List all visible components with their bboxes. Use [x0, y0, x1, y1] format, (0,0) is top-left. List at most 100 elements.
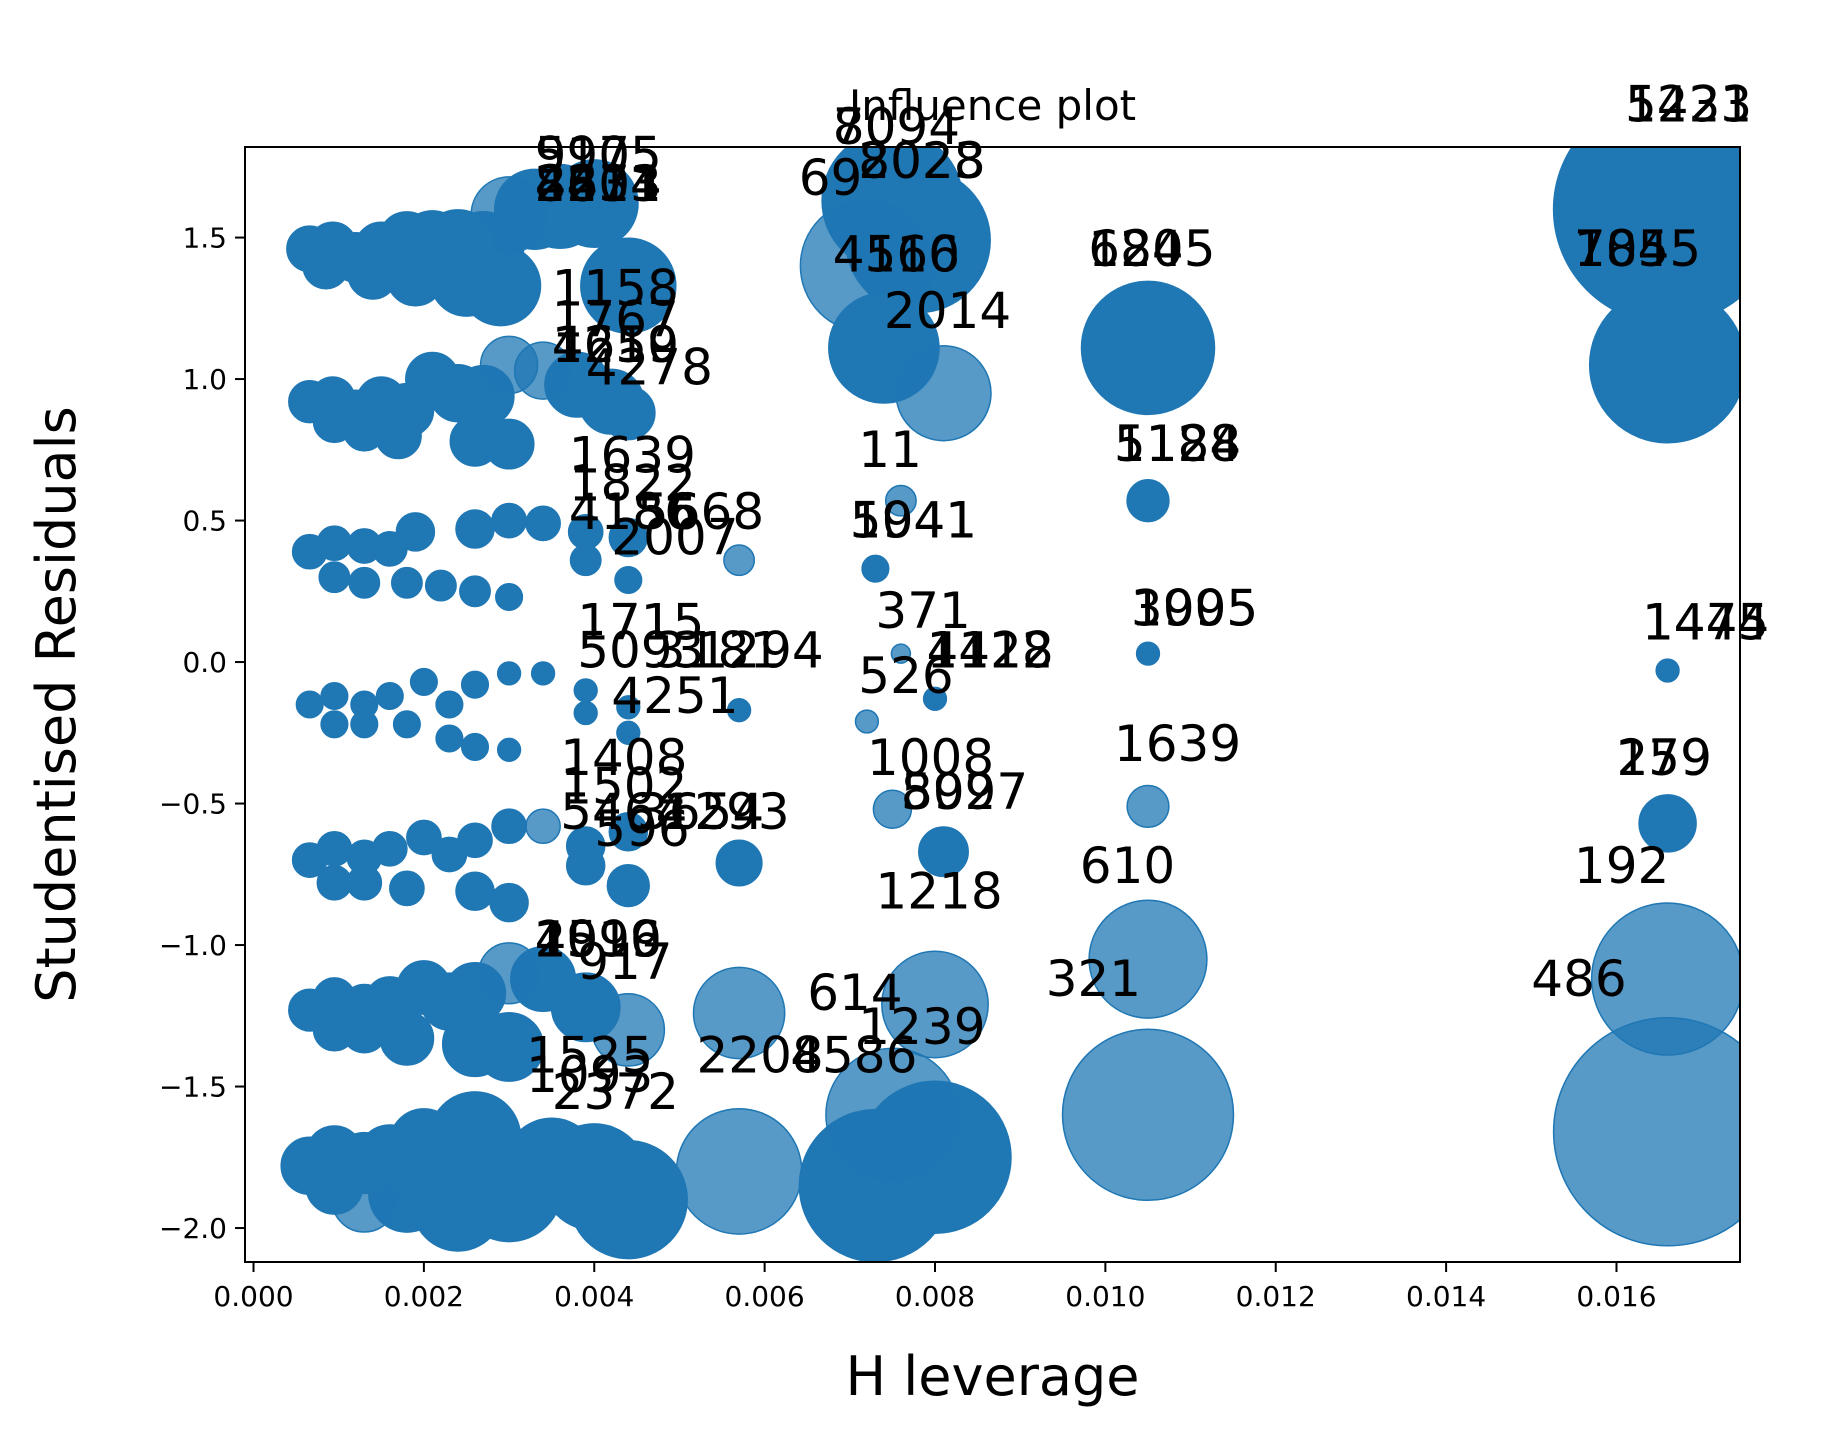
- data-point: [606, 863, 650, 908]
- point-label: 5905: [535, 127, 662, 185]
- data-point: [1126, 784, 1170, 829]
- data-point: [565, 846, 606, 886]
- point-label: 371: [875, 582, 970, 640]
- data-point: [616, 695, 641, 720]
- y-axis-title: Studentised Residuals: [25, 406, 88, 1003]
- x-axis-title: H leverage: [846, 1345, 1140, 1408]
- data-point: [346, 864, 383, 901]
- data-point: [614, 565, 643, 595]
- data-point: [435, 724, 464, 753]
- y-tick-label: −2.0: [159, 1212, 227, 1245]
- point-label: 4516: [833, 226, 960, 284]
- point-label: 1502: [560, 758, 687, 816]
- data-point: [1080, 280, 1216, 416]
- points-layer: [280, 147, 1740, 1262]
- data-point: [460, 670, 490, 699]
- data-point: [495, 582, 524, 612]
- data-point: [455, 509, 495, 549]
- data-point: [457, 822, 493, 859]
- point-label: 4112: [927, 622, 1054, 680]
- data-point: [1590, 902, 1740, 1056]
- point-label: 1767: [552, 291, 679, 349]
- data-point: [342, 408, 386, 452]
- data-point: [320, 710, 349, 739]
- data-point: [895, 344, 992, 442]
- point-label: 11: [858, 421, 922, 479]
- point-label: 1041: [850, 492, 977, 550]
- data-point: [530, 661, 556, 686]
- data-point: [305, 1156, 364, 1215]
- data-point: [459, 575, 491, 608]
- data-point: [675, 1107, 803, 1235]
- x-tick-label: 0.002: [384, 1280, 464, 1313]
- point-label: 614: [807, 964, 902, 1022]
- data-point: [350, 710, 379, 739]
- y-tick-label: 0.0: [182, 646, 227, 679]
- x-tick-label: 0.008: [895, 1280, 975, 1313]
- point-label: 5941: [850, 492, 977, 550]
- point-label: 1184: [1114, 415, 1241, 473]
- data-point: [1588, 286, 1740, 444]
- data-point: [608, 812, 649, 852]
- point-label: 1910: [535, 910, 662, 968]
- y-axis: −2.0 −1.5 −1.0 −0.5 0.0 0.5 1.0 1.5: [159, 222, 245, 1245]
- data-point: [375, 681, 404, 711]
- point-label: 2211: [535, 155, 662, 213]
- data-point: [390, 566, 423, 599]
- point-label: 159: [1617, 729, 1712, 787]
- point-label: 3181: [654, 622, 781, 680]
- point-label: 4586: [790, 1026, 917, 1084]
- point-label: 785: [1574, 220, 1669, 278]
- point-label: 1239: [858, 998, 985, 1056]
- point-label: 4251: [611, 667, 738, 725]
- y-tick-label: −1.5: [159, 1071, 227, 1104]
- point-label: 4160: [833, 226, 960, 284]
- x-tick-label: 0.006: [725, 1280, 805, 1313]
- data-point: [348, 566, 381, 599]
- data-point: [580, 237, 677, 334]
- y-tick-label: 1.0: [182, 363, 227, 396]
- point-label: 5097: [901, 763, 1028, 821]
- point-label: 526: [858, 647, 953, 705]
- data-point: [435, 690, 464, 719]
- point-label: 3005: [1131, 579, 1258, 637]
- point-label: 1639: [1114, 715, 1241, 773]
- x-tick-label: 0.000: [213, 1280, 293, 1313]
- data-point: [347, 248, 399, 300]
- point-label: 610: [1080, 837, 1175, 895]
- point-label: 2372: [552, 1063, 679, 1121]
- data-point: [600, 385, 656, 441]
- point-label: 5464: [560, 783, 687, 841]
- data-point: [884, 484, 917, 517]
- point-label: 486: [1531, 950, 1626, 1008]
- point-label: 4674: [535, 155, 662, 213]
- point-label: 5128: [1114, 415, 1241, 473]
- point-label: 624: [1088, 220, 1183, 278]
- data-point: [489, 882, 529, 923]
- data-point: [406, 819, 442, 856]
- point-label: 2007: [611, 509, 738, 567]
- data-point: [825, 1047, 960, 1183]
- data-point: [715, 839, 763, 887]
- data-point: [1088, 899, 1208, 1019]
- point-label: 596: [594, 800, 689, 858]
- data-point: [302, 242, 350, 290]
- point-label: 279: [1617, 729, 1712, 787]
- data-point: [312, 1008, 357, 1052]
- point-label: 1158: [552, 260, 679, 318]
- x-tick-label: 0.010: [1065, 1280, 1145, 1313]
- data-point: [491, 502, 527, 539]
- data-point: [608, 517, 649, 558]
- y-tick-label: 0.5: [182, 505, 227, 538]
- data-point: [854, 709, 880, 734]
- data-point: [525, 505, 561, 542]
- data-point: [424, 569, 457, 602]
- point-label: 321: [1046, 950, 1141, 1008]
- data-point: [320, 681, 349, 711]
- data-point: [455, 871, 495, 912]
- data-point: [1638, 794, 1697, 853]
- point-label: 917: [577, 933, 672, 991]
- data-point: [723, 544, 756, 577]
